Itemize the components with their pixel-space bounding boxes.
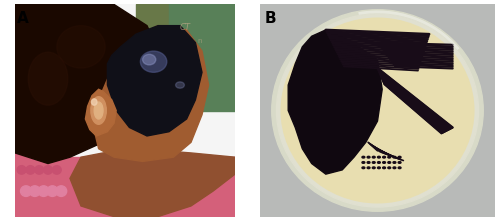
Text: A: A — [17, 11, 29, 26]
Ellipse shape — [367, 167, 370, 169]
Ellipse shape — [388, 167, 390, 169]
Circle shape — [26, 166, 35, 174]
Circle shape — [52, 166, 61, 174]
Ellipse shape — [393, 162, 396, 163]
Polygon shape — [92, 26, 208, 161]
Ellipse shape — [142, 54, 156, 65]
Ellipse shape — [388, 162, 390, 163]
Circle shape — [38, 186, 49, 196]
Ellipse shape — [372, 167, 375, 169]
Ellipse shape — [176, 82, 184, 88]
Ellipse shape — [378, 167, 380, 169]
Circle shape — [30, 186, 40, 196]
Ellipse shape — [382, 156, 386, 158]
Ellipse shape — [398, 167, 401, 169]
Text: B: B — [264, 11, 276, 26]
Polygon shape — [108, 26, 202, 136]
Bar — [15, 100, 70, 217]
Ellipse shape — [393, 167, 396, 169]
Circle shape — [20, 186, 32, 196]
Ellipse shape — [378, 156, 380, 158]
Bar — [169, 4, 235, 110]
Circle shape — [17, 166, 26, 174]
Bar — [15, 157, 235, 217]
Ellipse shape — [362, 167, 365, 169]
Ellipse shape — [367, 162, 370, 163]
Text: n: n — [198, 38, 202, 44]
Polygon shape — [15, 4, 165, 164]
Bar — [136, 4, 235, 85]
Ellipse shape — [362, 156, 365, 158]
Polygon shape — [70, 149, 235, 217]
Circle shape — [35, 166, 43, 174]
Ellipse shape — [57, 26, 105, 68]
Circle shape — [56, 186, 66, 196]
Ellipse shape — [388, 156, 390, 158]
Ellipse shape — [272, 10, 483, 211]
Ellipse shape — [382, 167, 386, 169]
Ellipse shape — [372, 162, 375, 163]
Ellipse shape — [372, 156, 375, 158]
Polygon shape — [86, 89, 116, 136]
Ellipse shape — [398, 156, 401, 158]
Ellipse shape — [281, 18, 474, 203]
Ellipse shape — [398, 162, 401, 163]
Ellipse shape — [92, 99, 97, 105]
Ellipse shape — [382, 162, 386, 163]
Circle shape — [44, 166, 52, 174]
Ellipse shape — [362, 162, 365, 163]
Text: CT: CT — [180, 23, 191, 32]
Ellipse shape — [276, 14, 478, 207]
Ellipse shape — [367, 156, 370, 158]
Polygon shape — [288, 30, 382, 174]
Ellipse shape — [378, 162, 380, 163]
Ellipse shape — [91, 97, 106, 124]
Ellipse shape — [393, 156, 396, 158]
Ellipse shape — [28, 52, 68, 105]
Ellipse shape — [94, 102, 103, 119]
Ellipse shape — [140, 51, 167, 72]
Circle shape — [47, 186, 58, 196]
